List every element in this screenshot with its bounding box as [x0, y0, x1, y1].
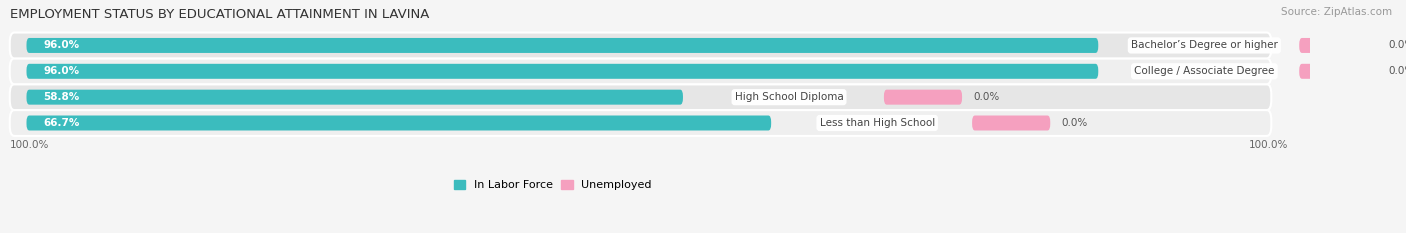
Text: Bachelor’s Degree or higher: Bachelor’s Degree or higher: [1130, 41, 1278, 51]
Legend: In Labor Force, Unemployed: In Labor Force, Unemployed: [449, 175, 657, 195]
Text: High School Diploma: High School Diploma: [735, 92, 844, 102]
FancyBboxPatch shape: [27, 90, 683, 105]
FancyBboxPatch shape: [27, 64, 1098, 79]
Text: 0.0%: 0.0%: [1062, 118, 1088, 128]
FancyBboxPatch shape: [10, 84, 1271, 110]
FancyBboxPatch shape: [1299, 64, 1378, 79]
Text: 66.7%: 66.7%: [44, 118, 80, 128]
Text: 0.0%: 0.0%: [1389, 41, 1406, 51]
Text: College / Associate Degree: College / Associate Degree: [1135, 66, 1274, 76]
FancyBboxPatch shape: [972, 116, 1050, 130]
Text: 58.8%: 58.8%: [44, 92, 80, 102]
Text: Source: ZipAtlas.com: Source: ZipAtlas.com: [1281, 7, 1392, 17]
Text: 0.0%: 0.0%: [1389, 66, 1406, 76]
Text: 96.0%: 96.0%: [44, 41, 79, 51]
FancyBboxPatch shape: [10, 110, 1271, 136]
FancyBboxPatch shape: [884, 90, 962, 105]
Text: 100.0%: 100.0%: [1249, 140, 1288, 150]
Text: 100.0%: 100.0%: [10, 140, 49, 150]
FancyBboxPatch shape: [1299, 38, 1378, 53]
Text: 0.0%: 0.0%: [973, 92, 1000, 102]
Text: EMPLOYMENT STATUS BY EDUCATIONAL ATTAINMENT IN LAVINA: EMPLOYMENT STATUS BY EDUCATIONAL ATTAINM…: [10, 8, 429, 21]
FancyBboxPatch shape: [27, 38, 1098, 53]
Text: 96.0%: 96.0%: [44, 66, 79, 76]
FancyBboxPatch shape: [10, 58, 1271, 84]
FancyBboxPatch shape: [10, 33, 1271, 58]
Text: Less than High School: Less than High School: [820, 118, 935, 128]
FancyBboxPatch shape: [27, 116, 770, 130]
